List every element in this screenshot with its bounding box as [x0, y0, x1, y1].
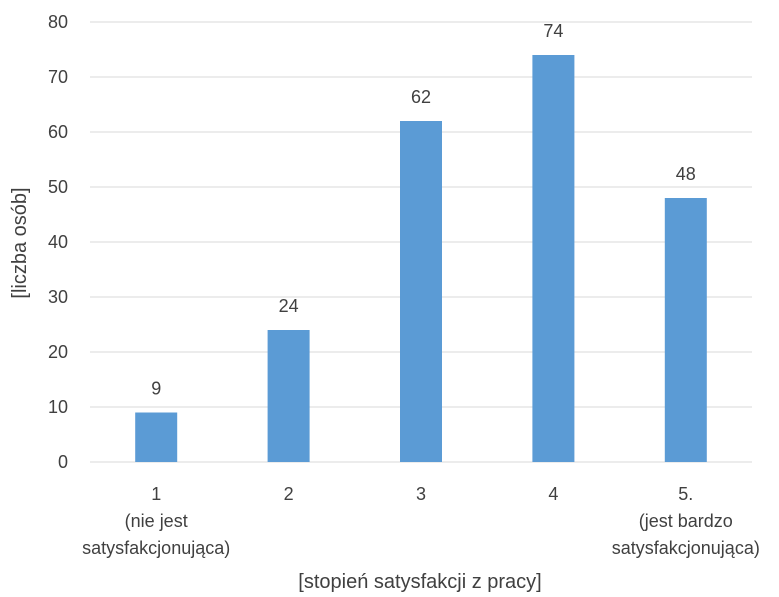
y-tick-label: 20 [48, 342, 68, 362]
y-tick-label: 0 [58, 452, 68, 472]
data-labels: 9 24 62 74 48 [151, 21, 696, 399]
x-category-label: 1 (nie jest satysfakcjonująca) [82, 484, 230, 558]
y-axis-title: [liczba osób] [9, 187, 31, 298]
y-tick-label: 50 [48, 177, 68, 197]
bar [400, 121, 442, 462]
bar [532, 55, 575, 462]
x-category-label: 5. (jest bardzo satysfakcjonująca) [612, 484, 760, 558]
bar [267, 330, 310, 462]
data-label: 48 [676, 164, 696, 184]
y-tick-label: 30 [48, 287, 68, 307]
y-tick-label: 60 [48, 122, 68, 142]
data-label: 74 [543, 21, 563, 41]
x-category-label: 4 [548, 484, 558, 504]
bar [664, 198, 707, 462]
data-label: 24 [279, 296, 299, 316]
x-category-label: 3 [416, 484, 426, 504]
bars [135, 55, 707, 462]
y-tick-label: 40 [48, 232, 68, 252]
bar [135, 412, 178, 462]
y-tick-label: 70 [48, 67, 68, 87]
y-axis-ticks: 0 10 20 30 40 50 60 70 80 [48, 12, 68, 472]
x-axis-title: [stopień satysfakcji z pracy] [298, 571, 541, 593]
x-category-label: 2 [284, 484, 294, 504]
x-axis-categories: 1 (nie jest satysfakcjonująca) 2 3 4 5. (jest b… [82, 484, 760, 558]
y-tick-label: 80 [48, 12, 68, 32]
y-tick-label: 10 [48, 397, 68, 417]
data-label: 9 [151, 379, 161, 399]
data-label: 62 [411, 87, 431, 107]
